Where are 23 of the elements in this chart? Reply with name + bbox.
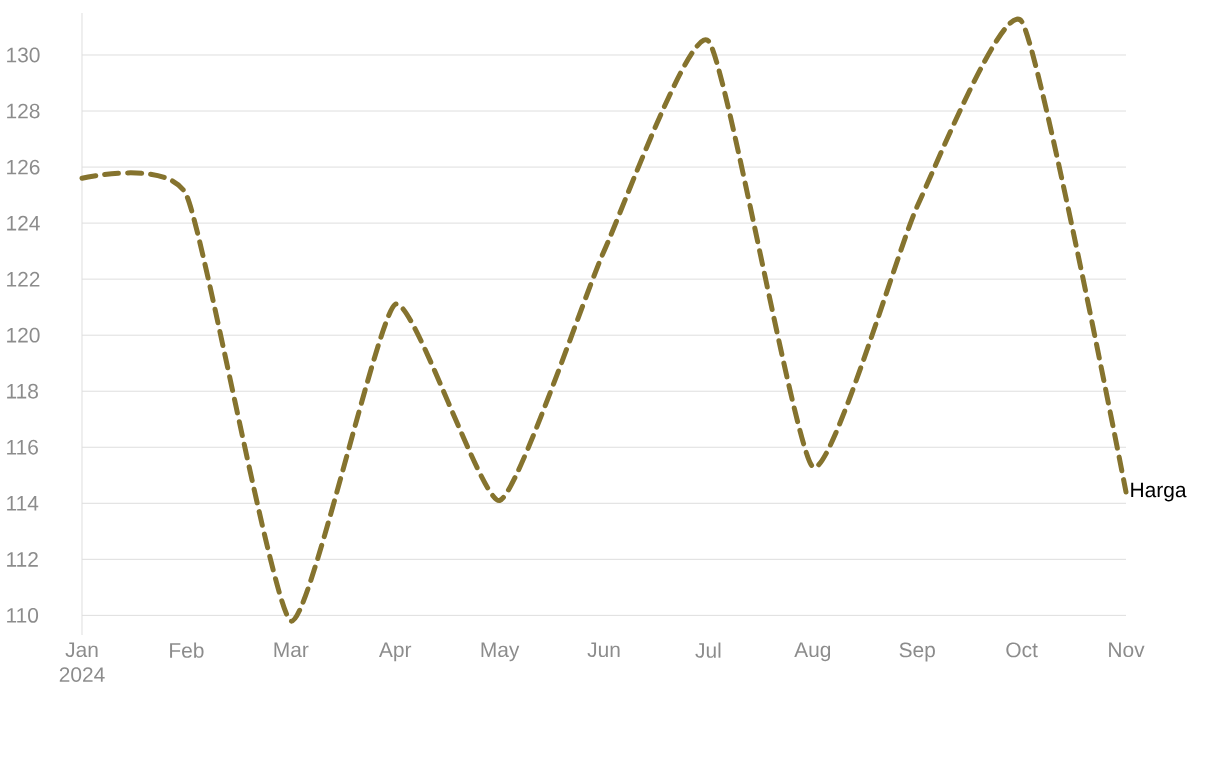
y-tick-label: 120 xyxy=(7,327,40,343)
y-tick-label: 130 xyxy=(7,47,40,63)
y-tick-label: 116 xyxy=(7,439,38,455)
x-tick-label: Apr xyxy=(378,642,412,662)
x-tick-label: Aug xyxy=(794,642,831,662)
y-tick-label: 118 xyxy=(7,383,38,399)
y-tick-label: 126 xyxy=(7,159,40,175)
x-tick-label: Feb xyxy=(170,642,204,658)
x-tick-label: Nov xyxy=(1109,642,1145,658)
series-label: Harga xyxy=(1131,482,1187,502)
y-tick-label: 110 xyxy=(7,607,39,623)
y-tick-label: 124 xyxy=(7,215,40,231)
x-tick-label: Jan 2024 xyxy=(59,642,105,683)
x-tick-label: May xyxy=(481,642,520,662)
x-tick-label: Mar xyxy=(274,642,309,658)
y-tick-label: 112 xyxy=(7,552,38,567)
y-tick-label: 128 xyxy=(7,103,40,119)
y-tick-label: 114 xyxy=(7,496,39,511)
x-tick-label: Oct xyxy=(1006,642,1038,658)
x-tick-label: Jun xyxy=(587,642,620,658)
x-tick-label: Sep xyxy=(899,642,935,662)
y-tick-label: 122 xyxy=(7,271,40,287)
x-tick-label: Jul xyxy=(695,642,721,658)
